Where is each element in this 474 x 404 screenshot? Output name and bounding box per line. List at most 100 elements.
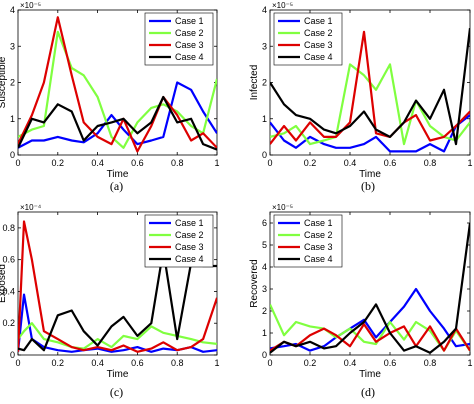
axis-exponent: ×10⁻⁵ — [20, 1, 41, 10]
chart-3: 0 0.2 0.4 0.6 0.8 1 0 0.2 0.4 0.6 0.8 ×10⁻⁴ Time Expo… — [0, 203, 220, 399]
x-tick-label: 0 — [267, 158, 272, 168]
x-tick-label: 0.4 — [91, 358, 104, 368]
legend-label: Case 4 — [304, 254, 333, 264]
series-line-case-2 — [18, 30, 217, 149]
legend-label: Case 2 — [175, 28, 204, 38]
y-tick-label: 2 — [262, 306, 267, 316]
x-axis-label: Time — [359, 169, 381, 180]
chart-2: 0 0.2 0.4 0.6 0.8 1 0 1 2 3 4 ×10⁻⁵ Time Infected Case… — [249, 1, 473, 193]
y-axis-label: Recovered — [249, 259, 260, 307]
series-line-case-3 — [18, 220, 217, 353]
legend-label: Case 4 — [175, 254, 204, 264]
series-line-case-3 — [270, 30, 470, 145]
plot-frame — [269, 211, 471, 356]
y-tick-label: 1 — [10, 114, 15, 124]
x-tick-label: 0.2 — [304, 358, 317, 368]
axis-exponent: ×10⁻⁵ — [272, 203, 293, 212]
legend-label: Case 1 — [175, 16, 204, 26]
x-tick-label: 1 — [214, 358, 219, 368]
y-tick-label: 3 — [10, 41, 15, 51]
chart-4: 0 0.2 0.4 0.6 0.8 1 0 1 2 3 4 5 6 ×10⁻⁵ Time Recovered C… — [249, 203, 473, 399]
series-group — [18, 220, 217, 353]
legend-label: Case 3 — [304, 40, 333, 50]
y-tick-label: 0.4 — [2, 286, 15, 296]
x-tick-label: 1 — [467, 158, 472, 168]
y-tick-label: 1 — [262, 328, 267, 338]
x-tick-label: 0.6 — [384, 358, 397, 368]
y-tick-label: 4 — [10, 5, 15, 15]
legend-label: Case 3 — [175, 242, 204, 252]
x-tick-label: 1 — [467, 358, 472, 368]
legend-label: Case 2 — [175, 230, 204, 240]
series-line-case-4 — [270, 27, 470, 146]
x-tick-label: 0.6 — [384, 158, 397, 168]
x-tick-label: 0 — [267, 358, 272, 368]
series-line-case-3 — [270, 323, 470, 352]
legend-label: Case 1 — [175, 218, 204, 228]
legend: Case 1 Case 2 Case 3 Case 4 — [144, 214, 214, 268]
legend: Case 1 Case 2 Case 3 Case 4 — [144, 12, 214, 66]
y-axis-label: Infected — [249, 65, 260, 101]
subplot-caption: (b) — [361, 179, 375, 193]
legend: Case 1 Case 2 Case 3 Case 4 — [273, 214, 343, 268]
series-line-case-4 — [18, 95, 217, 151]
legend-label: Case 2 — [304, 230, 333, 240]
series-line-case-1 — [18, 81, 217, 149]
legend-label: Case 1 — [304, 16, 333, 26]
y-tick-label: 6 — [262, 218, 267, 228]
x-axis-label: Time — [107, 169, 129, 180]
series-group — [270, 27, 470, 153]
x-tick-label: 0.6 — [131, 158, 144, 168]
series-line-case-3 — [18, 16, 217, 153]
x-axis-label: Time — [107, 369, 129, 380]
legend-label: Case 3 — [304, 242, 333, 252]
x-tick-label: 0.8 — [424, 358, 437, 368]
x-tick-label: 0.8 — [171, 158, 184, 168]
chart-1: 0 0.2 0.4 0.6 0.8 1 0 1 2 3 4 ×10⁻⁵ Time Susceptible C… — [0, 1, 220, 193]
series-line-case-4 — [270, 222, 470, 354]
y-tick-label: 2 — [262, 78, 267, 88]
y-tick-label: 1 — [262, 114, 267, 124]
x-tick-label: 0.6 — [131, 358, 144, 368]
legend: Case 1 Case 2 Case 3 Case 4 — [273, 12, 343, 66]
x-tick-label: 0.2 — [304, 158, 317, 168]
y-tick-label: 0.2 — [2, 318, 15, 328]
y-tick-label: 0 — [10, 150, 15, 160]
plot-frame — [17, 211, 218, 356]
y-tick-label: 3 — [262, 284, 267, 294]
x-tick-label: 0.4 — [344, 158, 357, 168]
legend-label: Case 4 — [175, 52, 204, 62]
series-line-case-2 — [18, 322, 217, 350]
subplot-caption: (c) — [110, 385, 123, 399]
y-tick-label: 5 — [262, 240, 267, 250]
axis-exponent: ×10⁻⁵ — [272, 1, 293, 10]
series-line-case-4 — [18, 249, 217, 352]
x-tick-label: 0 — [15, 158, 20, 168]
subplot-caption: (a) — [110, 179, 123, 193]
series-line-case-1 — [270, 287, 470, 352]
y-tick-label: 0.8 — [2, 223, 15, 233]
x-tick-label: 1 — [214, 158, 219, 168]
y-tick-label: 2 — [10, 78, 15, 88]
subplot-caption: (d) — [361, 385, 375, 399]
x-tick-label: 0.4 — [344, 358, 357, 368]
y-tick-label: 0.6 — [2, 255, 15, 265]
axis-exponent: ×10⁻⁴ — [20, 203, 42, 212]
legend-label: Case 2 — [304, 28, 333, 38]
y-tick-label: 4 — [262, 262, 267, 272]
y-axis-label: Exposed — [0, 264, 8, 303]
y-tick-label: 0 — [262, 150, 267, 160]
y-tick-label: 0 — [262, 350, 267, 360]
x-tick-label: 0.2 — [52, 158, 65, 168]
series-line-case-2 — [270, 303, 470, 352]
x-tick-label: 0 — [15, 358, 20, 368]
legend-label: Case 3 — [175, 40, 204, 50]
y-axis-label: Susceptible — [0, 56, 8, 108]
x-tick-label: 0.8 — [424, 158, 437, 168]
x-tick-label: 0.4 — [91, 158, 104, 168]
y-tick-label: 3 — [262, 41, 267, 51]
x-tick-label: 0.2 — [52, 358, 65, 368]
series-line-case-1 — [270, 114, 470, 153]
x-tick-label: 0.8 — [171, 358, 184, 368]
